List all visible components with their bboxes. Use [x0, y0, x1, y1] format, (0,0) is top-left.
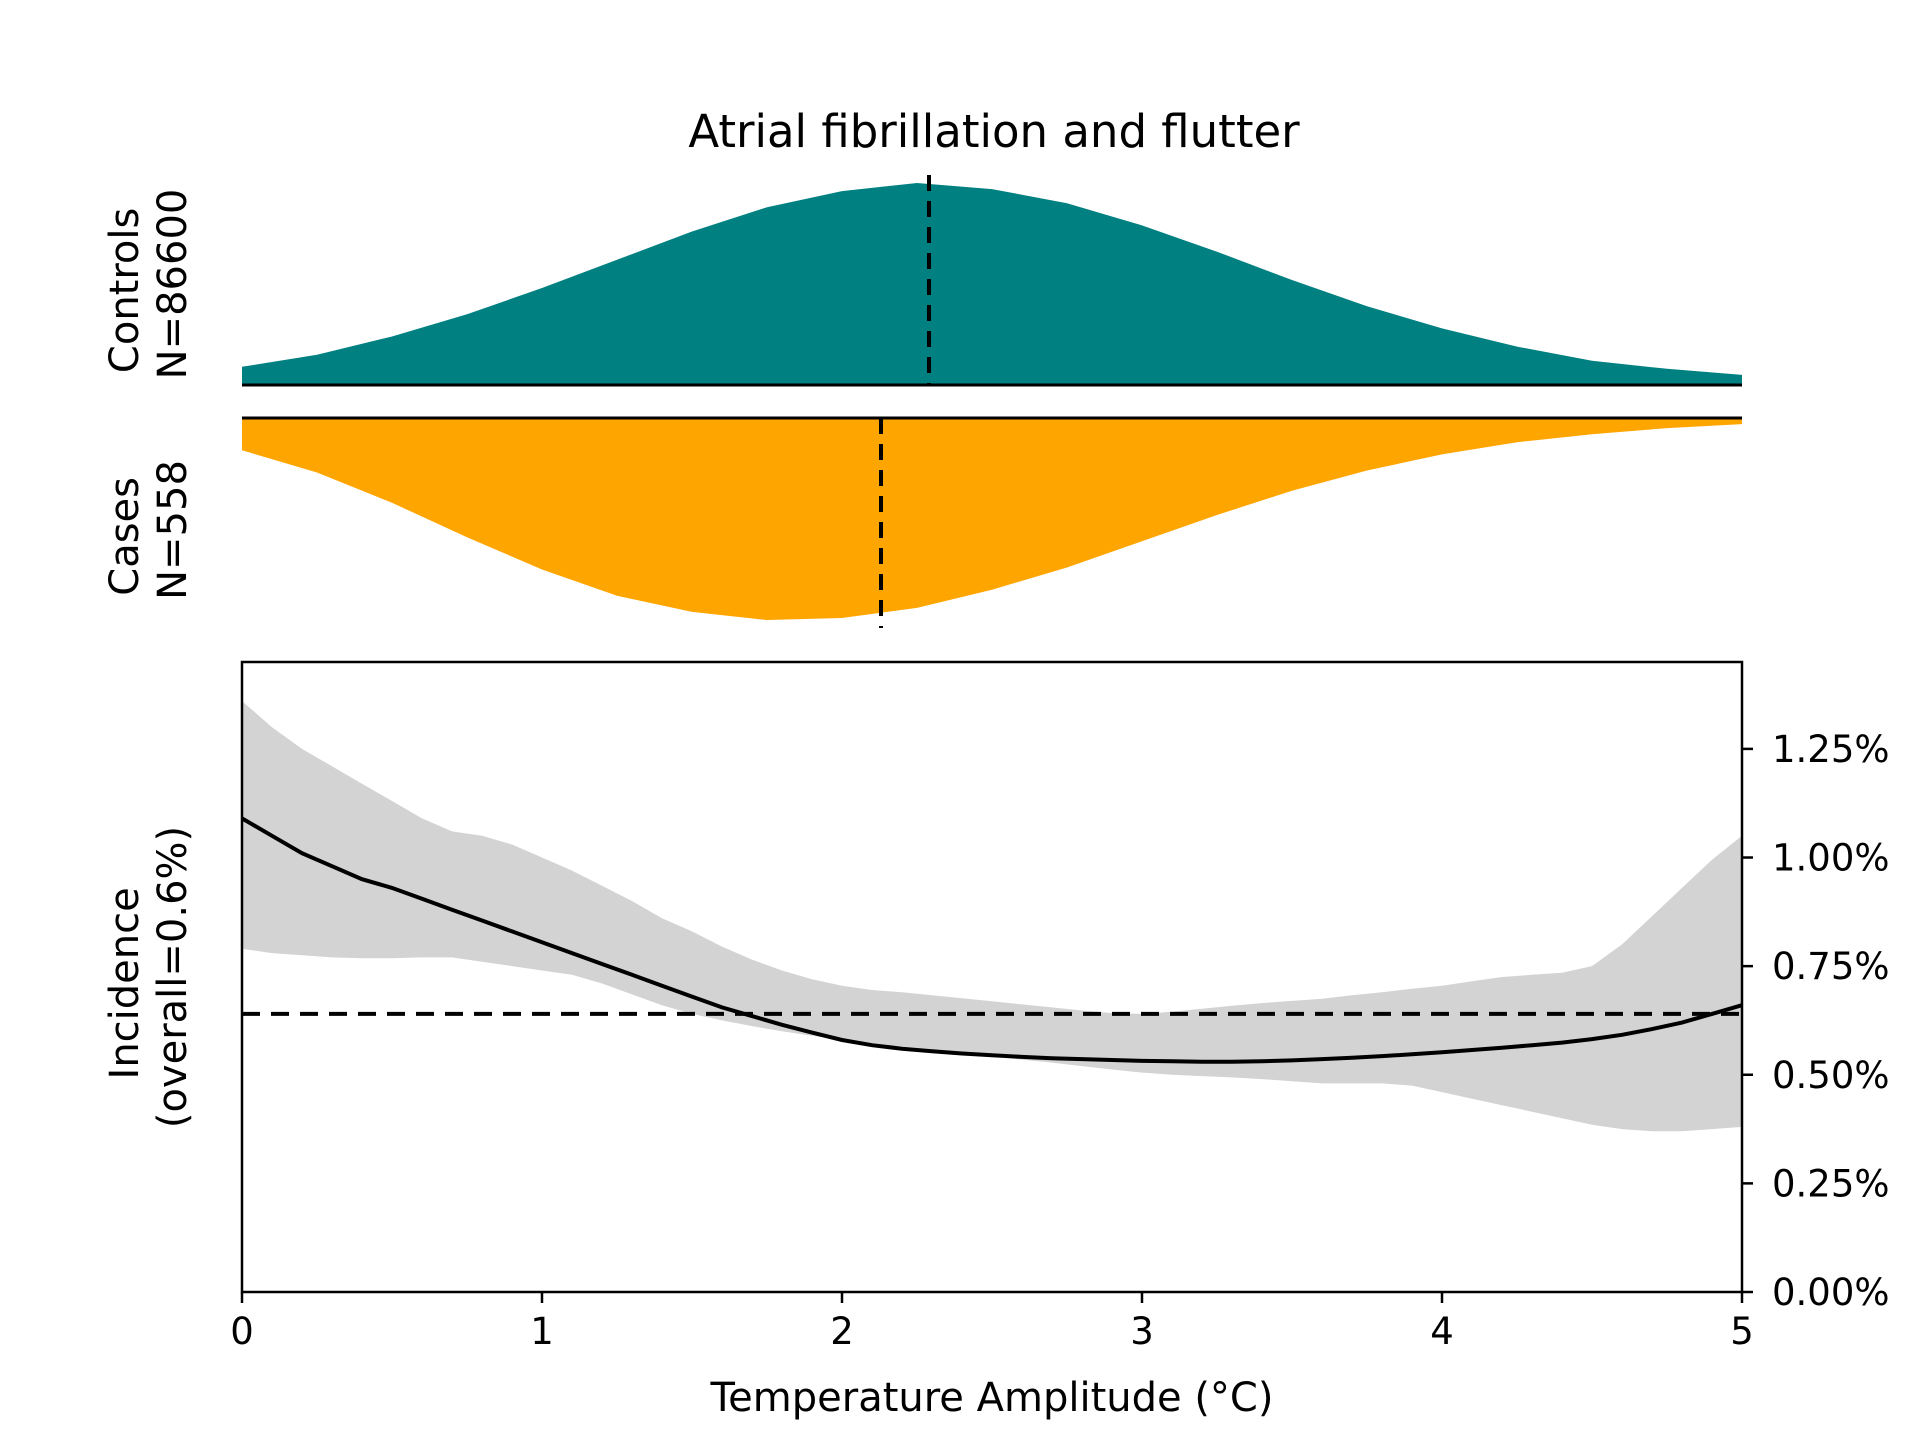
confidence-band: [242, 701, 1742, 1132]
y-tick-label: 0.50%: [1772, 1054, 1890, 1097]
y-axis-label-line2: (overall=0.6%): [150, 826, 196, 1128]
y-tick-label: 1.25%: [1772, 728, 1890, 771]
cases-label-line1: Cases: [102, 477, 148, 596]
controls-panel: Controls N=86600: [102, 175, 1742, 387]
x-tick-label: 3: [1130, 1310, 1154, 1353]
y-tick-label: 0.25%: [1772, 1162, 1890, 1205]
x-tick-label: 4: [1430, 1310, 1454, 1353]
y-tick-label: 0.00%: [1772, 1271, 1890, 1314]
controls-label-line2: N=86600: [150, 189, 196, 380]
x-tick-label: 2: [830, 1310, 854, 1353]
controls-label-line1: Controls: [102, 208, 148, 373]
cases-label-line2: N=558: [150, 460, 196, 600]
x-tick-label: 5: [1730, 1310, 1754, 1353]
incidence-estimate-line: [240, 816, 1743, 1064]
incidence-panel: 0 1 2 3 4 5 0.00% 0.25% 0.50% 0.75% 1.00% 1.25% Te…: [102, 660, 1890, 1421]
y-tick-label: 1.00%: [1772, 837, 1890, 880]
y-axis-label-line1: Incidence: [102, 887, 148, 1079]
plot-frame: [240, 660, 1744, 1294]
y-axis-ticks: 0.00% 0.25% 0.50% 0.75% 1.00% 1.25%: [1742, 728, 1890, 1314]
x-tick-label: 1: [530, 1310, 554, 1353]
x-tick-label: 0: [230, 1310, 254, 1353]
y-axis-label: Incidence (overall=0.6%): [102, 826, 196, 1128]
x-axis-ticks: 0 1 2 3 4 5: [230, 1292, 1754, 1353]
controls-label: Controls N=86600: [102, 189, 196, 380]
x-axis-label: Temperature Amplitude (°C): [710, 1375, 1274, 1421]
cases-label: Cases N=558: [102, 460, 196, 600]
chart-title: Atrial fibrillation and flutter: [688, 105, 1300, 158]
cases-panel: Cases N=558: [102, 416, 1742, 628]
y-tick-label: 0.75%: [1772, 945, 1890, 988]
cases-density-area: [242, 418, 1742, 620]
controls-density-area: [242, 183, 1742, 385]
